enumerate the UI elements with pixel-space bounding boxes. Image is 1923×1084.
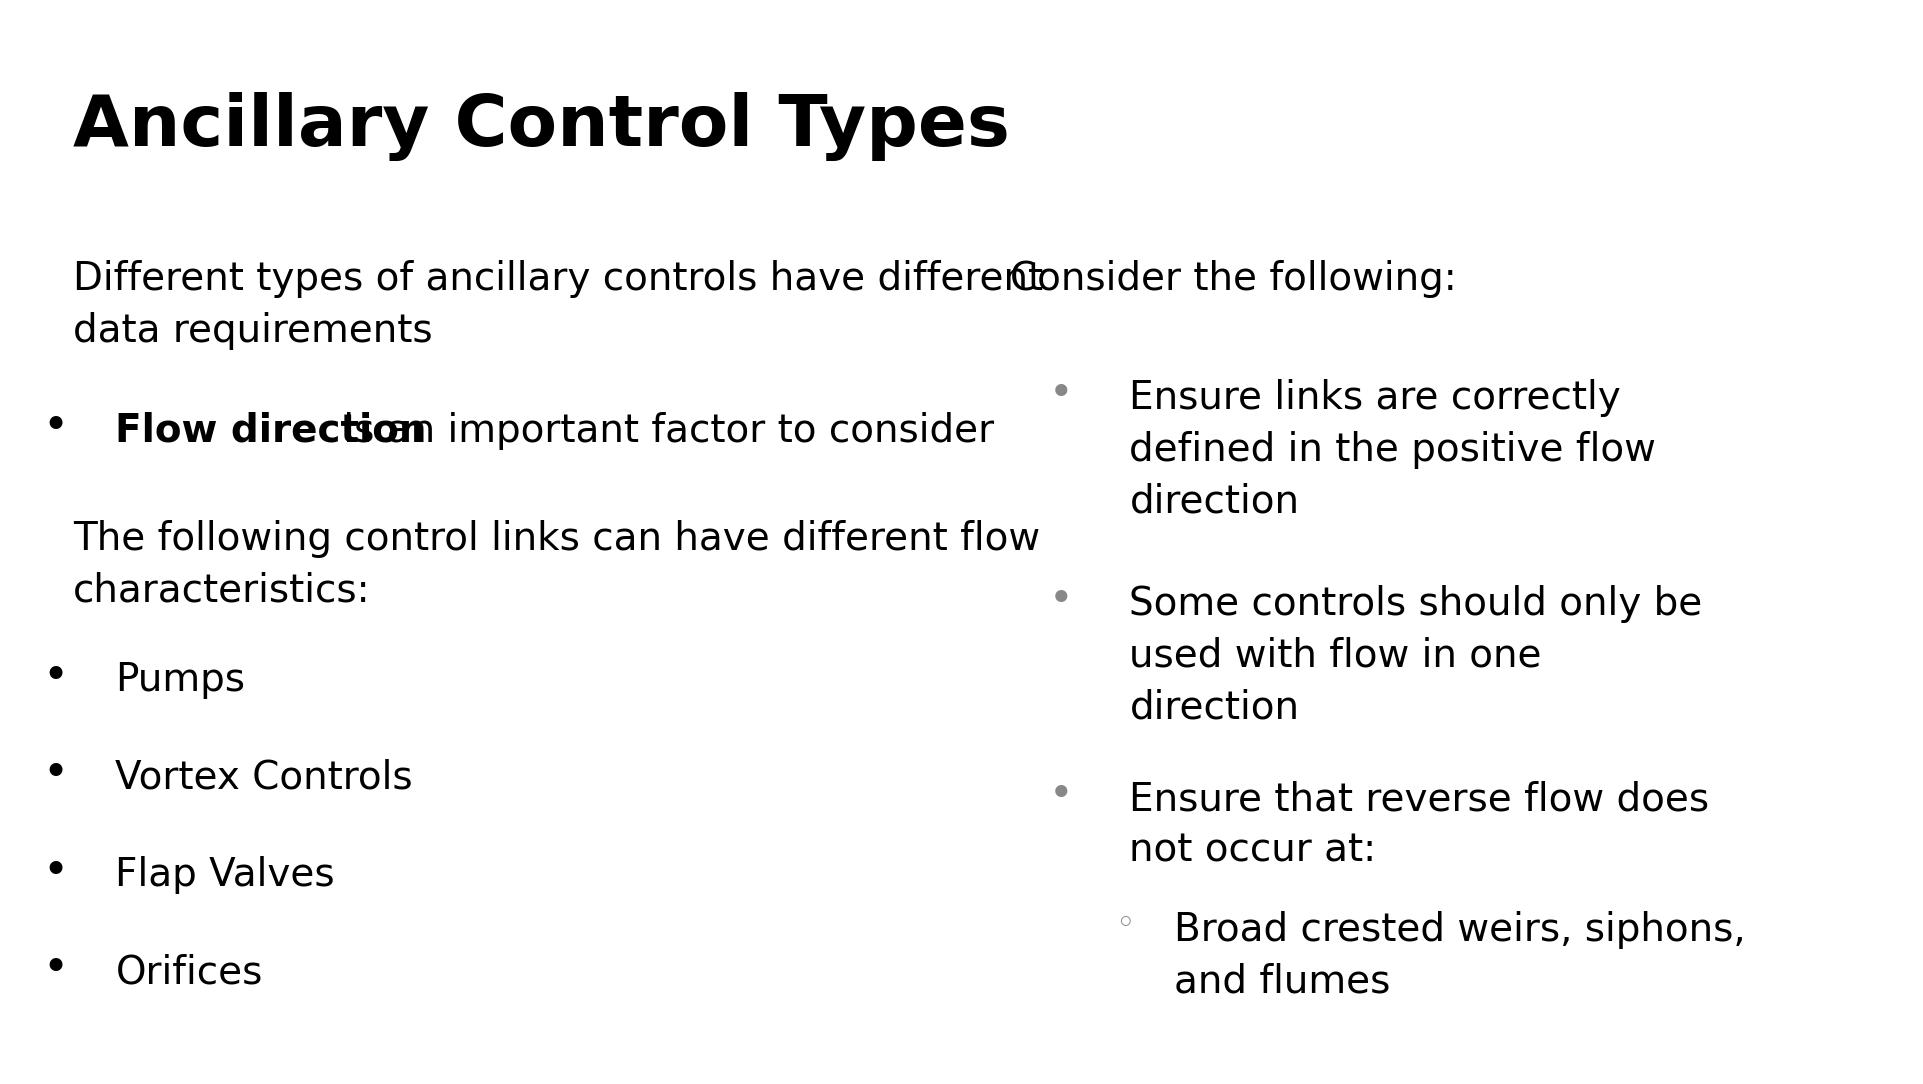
Text: is an important factor to consider: is an important factor to consider xyxy=(331,412,994,450)
Text: Different types of ancillary controls have different
data requirements: Different types of ancillary controls ha… xyxy=(73,260,1042,350)
Text: Flow direction: Flow direction xyxy=(115,412,427,450)
Text: Ensure links are correctly
defined in the positive flow
direction: Ensure links are correctly defined in th… xyxy=(1129,379,1656,520)
Text: •: • xyxy=(42,947,69,991)
Text: •: • xyxy=(1048,373,1073,415)
Text: Orifices: Orifices xyxy=(115,954,263,992)
Text: Consider the following:: Consider the following: xyxy=(1010,260,1456,298)
Text: Some controls should only be
used with flow in one
direction: Some controls should only be used with f… xyxy=(1129,585,1702,726)
Text: Flap Valves: Flap Valves xyxy=(115,856,335,894)
Text: •: • xyxy=(42,850,69,893)
Text: •: • xyxy=(1048,579,1073,621)
Text: The following control links can have different flow
characteristics:: The following control links can have dif… xyxy=(73,520,1040,610)
Text: •: • xyxy=(42,752,69,796)
Text: Ensure that reverse flow does
not occur at:: Ensure that reverse flow does not occur … xyxy=(1129,780,1710,870)
Text: ◦: ◦ xyxy=(1115,906,1135,939)
Text: Broad crested weirs, siphons,
and flumes: Broad crested weirs, siphons, and flumes xyxy=(1173,911,1744,1001)
Text: •: • xyxy=(42,655,69,698)
Text: Vortex Controls: Vortex Controls xyxy=(115,759,413,797)
Text: •: • xyxy=(1048,774,1073,816)
Text: Ancillary Control Types: Ancillary Control Types xyxy=(73,92,1010,162)
Text: •: • xyxy=(42,405,69,449)
Text: Pumps: Pumps xyxy=(115,661,246,699)
